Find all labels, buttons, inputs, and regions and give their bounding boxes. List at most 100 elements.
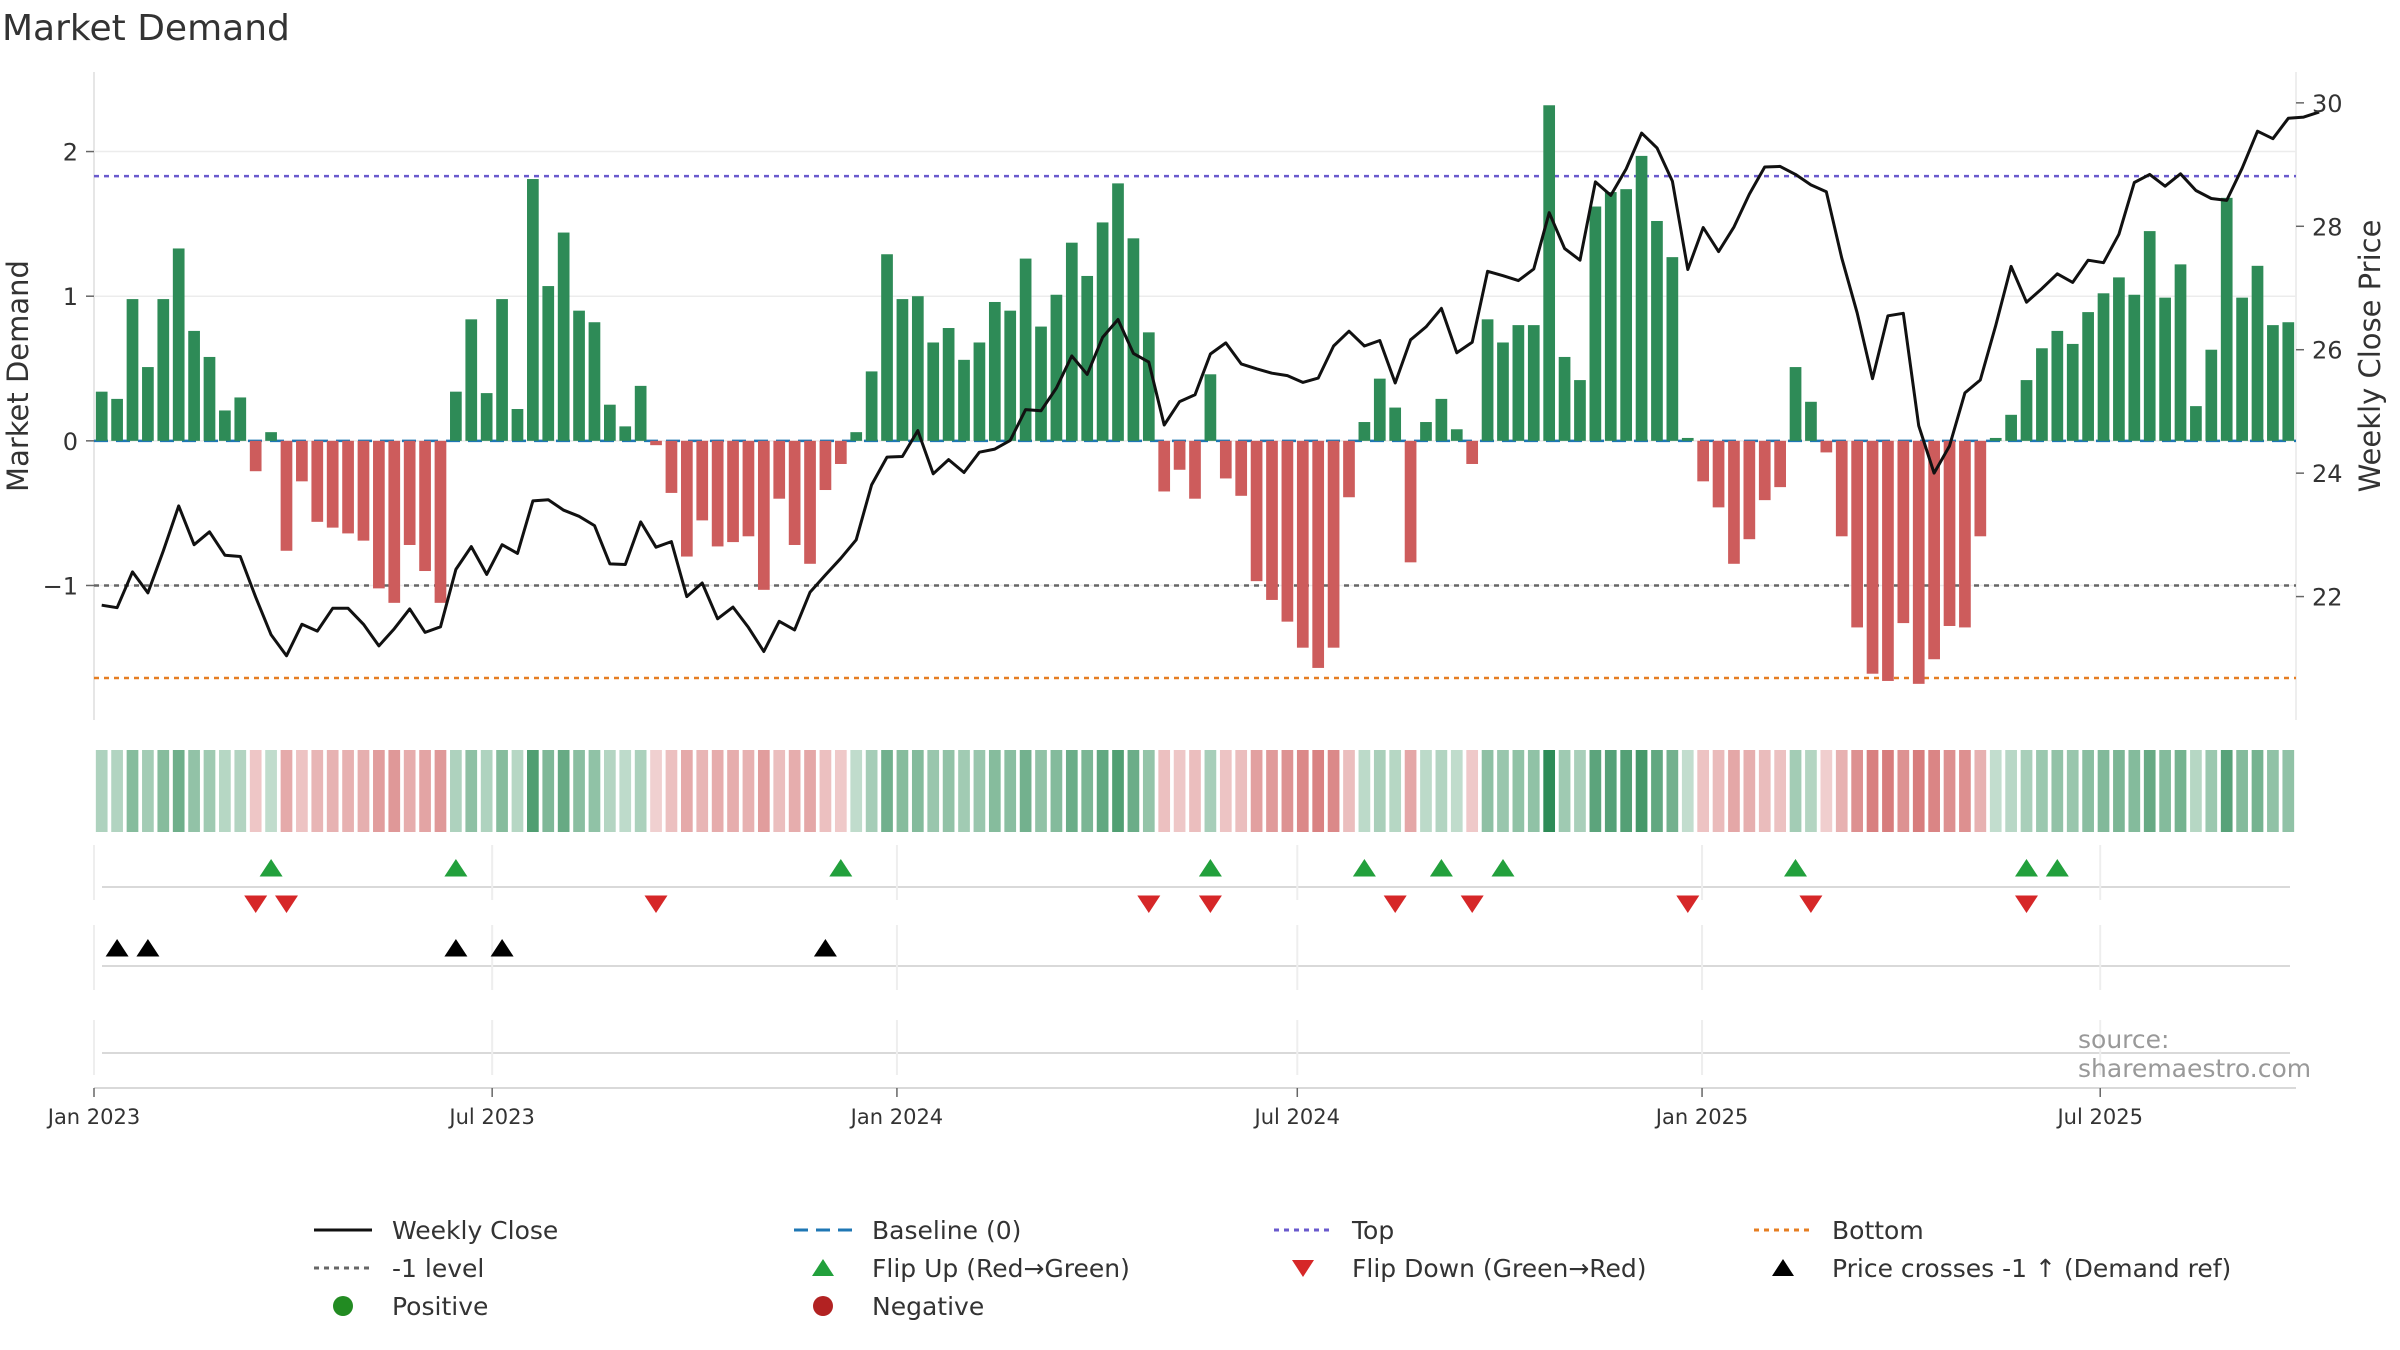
demand-bar <box>1389 407 1402 441</box>
demand-bar <box>1420 422 1432 441</box>
legend-item-top: Top <box>1272 1213 1394 1247</box>
legend-item-bottom: Bottom <box>1752 1213 1924 1247</box>
legend-flip-down-swatch <box>1292 1260 1314 1277</box>
heat-cell <box>588 750 601 832</box>
heat-cell <box>1851 750 1863 832</box>
demand-bar <box>1851 440 1863 628</box>
flip-up-marker <box>1429 859 1453 877</box>
grid-layer <box>93 72 2297 1089</box>
heat-cell <box>1096 750 1109 832</box>
legend-positive-swatch <box>333 1296 353 1316</box>
heat-cell <box>773 750 786 832</box>
demand-bar <box>1543 105 1556 441</box>
demand-bar <box>326 440 339 528</box>
heat-cell <box>388 750 401 832</box>
demand-bar <box>172 248 185 441</box>
heat-cell <box>203 750 216 832</box>
demand-bar <box>1019 258 1032 441</box>
demand-bar <box>1882 440 1894 681</box>
heat-cell <box>419 750 431 832</box>
demand-bar <box>819 440 832 491</box>
demand-bar <box>650 440 662 446</box>
heat-cell <box>1420 750 1432 832</box>
flip-up-marker <box>1491 859 1515 877</box>
heat-cell <box>1789 750 1802 832</box>
flip-down-marker <box>244 895 268 913</box>
demand-bar <box>911 296 924 441</box>
legend-item-weekly-close: Weekly Close <box>312 1213 558 1247</box>
flip-down-marker <box>1383 895 1407 913</box>
heat-cell <box>819 750 832 832</box>
demand-bar <box>1343 440 1355 498</box>
heat-cell <box>1697 750 1710 832</box>
heat-cell <box>2020 750 2033 832</box>
demand-bar <box>1035 326 1047 441</box>
heat-cell <box>1758 750 1771 832</box>
right-y-tick-label: 24 <box>2312 460 2343 488</box>
demand-bar <box>1004 310 1017 441</box>
demand-bar <box>604 404 616 441</box>
heat-cell <box>1142 750 1155 832</box>
heat-cell <box>1820 750 1833 832</box>
heat-cell <box>1866 750 1879 832</box>
heat-cell <box>1450 750 1463 832</box>
legend-baseline-swatch <box>794 1228 852 1232</box>
demand-bar <box>511 409 524 441</box>
heat-cell <box>988 750 1001 832</box>
demand-bar <box>203 356 216 441</box>
flip-up-marker <box>444 859 468 877</box>
heat-cell <box>2113 750 2125 832</box>
demand-bar <box>2205 349 2218 441</box>
demand-bar <box>1142 332 1155 441</box>
y-tick-label: −1 <box>43 572 78 600</box>
demand-bar <box>973 342 986 441</box>
heat-cell <box>2236 750 2248 832</box>
legend-baseline-label: Baseline (0) <box>872 1215 1022 1245</box>
demand-bar <box>527 179 539 441</box>
demand-bar <box>219 410 231 441</box>
demand-bar <box>1589 206 1602 441</box>
legend-minus-one-label: -1 level <box>392 1253 485 1283</box>
x-tick-label: Jul 2025 <box>2055 1105 2142 1129</box>
demand-bar <box>1697 440 1710 482</box>
demand-bar <box>542 286 555 441</box>
heat-cell <box>1805 750 1817 832</box>
heat-cell <box>1620 750 1633 832</box>
demand-bar <box>111 398 123 441</box>
heat-cell <box>2251 750 2264 832</box>
weekly-close-line <box>101 110 2320 658</box>
heat-cell <box>619 750 632 832</box>
heat-cell <box>234 750 247 832</box>
legend-item-baseline: Baseline (0) <box>792 1213 1021 1247</box>
flip-up-marker <box>1784 859 1807 877</box>
demand-bar <box>573 310 585 441</box>
demand-bar <box>788 440 801 545</box>
demand-bar <box>2143 231 2156 441</box>
heat-cell <box>2143 750 2156 832</box>
demand-bar <box>1989 437 2002 441</box>
heat-cell <box>296 750 308 832</box>
demand-bar <box>1235 440 1248 496</box>
demand-bar <box>1928 440 1940 660</box>
source-credit: source: sharemaestro.com <box>2078 1025 2312 1083</box>
demand-bar <box>249 440 262 472</box>
demand-bar <box>1620 189 1633 441</box>
heat-cell <box>1389 750 1402 832</box>
flip-down-marker <box>2015 895 2038 913</box>
flip-up-marker <box>1198 859 1222 877</box>
heat-cell <box>1574 750 1586 832</box>
heat-cell <box>1728 750 1740 832</box>
demand-bar <box>1743 440 1756 540</box>
demand-bar <box>1651 220 1663 441</box>
heat-cell <box>2051 750 2064 832</box>
price-cross-marker <box>813 939 837 957</box>
demand-bar <box>665 440 678 493</box>
demand-bar <box>1112 183 1124 441</box>
demand-bar <box>896 299 909 441</box>
price-cross-marker <box>444 939 468 957</box>
heat-cell <box>280 750 293 832</box>
heat-cell <box>1296 750 1309 832</box>
demand-bar <box>773 440 786 499</box>
heat-cell <box>111 750 123 832</box>
heat-cell <box>881 750 893 832</box>
